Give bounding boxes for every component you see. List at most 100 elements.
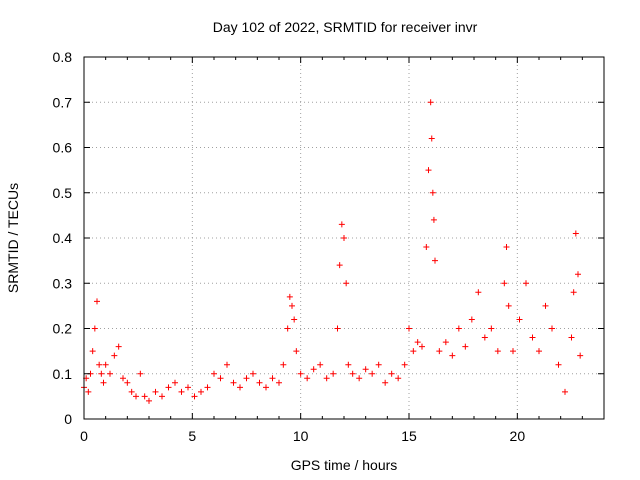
data-point [429, 189, 436, 196]
data-point [542, 302, 549, 309]
data-point [343, 280, 350, 287]
data-point [425, 167, 432, 174]
data-point [289, 302, 295, 309]
data-point [555, 361, 562, 368]
data-point [375, 361, 382, 368]
data-point [137, 370, 144, 377]
data-point [356, 375, 363, 382]
x-axis-label: GPS time / hours [291, 457, 398, 473]
data-point [503, 244, 510, 251]
data-point [570, 289, 577, 296]
y-tick-label: 0.6 [53, 140, 73, 156]
data-point [172, 379, 178, 386]
data-point [276, 379, 282, 386]
data-point [96, 361, 103, 368]
data-point [432, 257, 438, 264]
data-point [211, 370, 217, 377]
data-point [146, 397, 152, 404]
y-tick-label: 0.8 [53, 49, 73, 65]
data-point [349, 370, 356, 377]
data-point [442, 339, 449, 346]
data-point [256, 379, 263, 386]
axis-ticks [83, 56, 604, 420]
data-point [89, 348, 96, 355]
data-point [516, 316, 523, 323]
data-point [243, 375, 250, 382]
data-point [505, 302, 512, 309]
data-point [102, 361, 109, 368]
data-point [178, 388, 185, 395]
data-point [523, 280, 529, 287]
data-point [204, 384, 211, 391]
data-point [94, 298, 100, 305]
x-tick-label: 15 [401, 428, 417, 444]
data-point [159, 393, 165, 400]
data-point [568, 334, 575, 341]
data-point [529, 334, 536, 341]
data-point [120, 375, 126, 382]
data-point [455, 325, 462, 332]
x-tick-label: 10 [293, 428, 309, 444]
data-point [406, 325, 412, 332]
data-point [572, 230, 579, 237]
data-point [341, 235, 347, 241]
data-point [369, 370, 376, 377]
data-point [230, 379, 237, 386]
data-point [111, 352, 118, 359]
data-point [395, 375, 402, 382]
y-axis-label: SRMTID / TECUs [5, 183, 21, 293]
data-point [141, 393, 148, 400]
data-point [250, 370, 256, 377]
y-tick-labels: 0 0.1 0.2 0.3 0.4 0.5 0.6 0.7 0.8 [53, 49, 73, 427]
data-point [549, 325, 555, 332]
data-point [562, 388, 568, 395]
data-point [427, 99, 434, 106]
data-point [310, 366, 317, 373]
x-tick-labels: 0 5 10 15 20 [80, 428, 525, 444]
data-point [330, 370, 337, 377]
data-point [237, 384, 243, 391]
data-point [362, 366, 369, 373]
y-tick-label: 0.4 [53, 230, 73, 246]
data-point [291, 316, 298, 323]
data-point [388, 370, 395, 377]
data-point [91, 325, 98, 332]
data-points [81, 99, 584, 404]
data-point [317, 361, 324, 368]
data-point [345, 361, 352, 368]
data-point [152, 388, 159, 395]
y-tick-label: 0.5 [53, 185, 73, 201]
y-tick-label: 0.1 [53, 366, 73, 382]
data-point [115, 343, 122, 350]
data-point [410, 348, 417, 355]
data-point [263, 384, 269, 391]
data-point [284, 325, 291, 332]
data-point [488, 325, 495, 332]
data-point [536, 348, 542, 355]
data-point [475, 289, 482, 296]
y-tick-label: 0.2 [53, 321, 73, 337]
data-point [224, 361, 230, 368]
data-point [494, 348, 501, 355]
data-point [304, 375, 311, 382]
data-point [575, 271, 581, 278]
x-tick-label: 20 [510, 428, 526, 444]
data-point [293, 348, 300, 355]
data-point [286, 293, 293, 300]
x-tick-label: 0 [80, 428, 88, 444]
data-point [501, 280, 508, 287]
data-point [428, 135, 435, 142]
data-point [85, 388, 92, 395]
data-point [336, 262, 343, 269]
data-point [269, 375, 276, 382]
data-point [107, 370, 113, 377]
data-point [419, 343, 425, 350]
data-point [185, 384, 191, 391]
y-tick-label: 0.3 [53, 275, 73, 291]
data-point [133, 393, 139, 400]
data-point [423, 244, 430, 251]
data-point [280, 361, 287, 368]
chart-title: Day 102 of 2022, SRMTID for receiver inv… [213, 19, 478, 35]
data-point [217, 375, 224, 382]
